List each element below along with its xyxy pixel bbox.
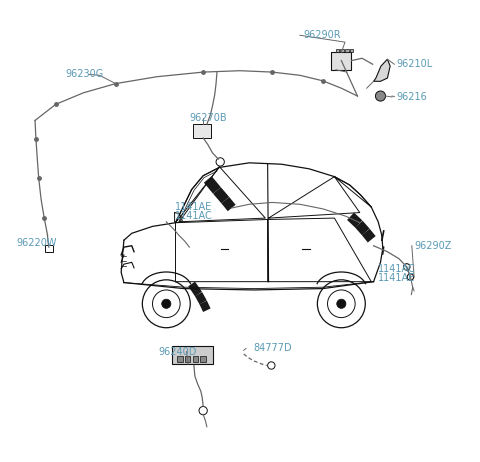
- Polygon shape: [355, 221, 370, 235]
- Circle shape: [337, 299, 346, 308]
- Bar: [172, 346, 213, 364]
- Bar: [200, 356, 206, 362]
- Bar: [331, 52, 351, 70]
- Text: 96230G: 96230G: [65, 69, 103, 79]
- Text: 1141AC: 1141AC: [378, 264, 416, 274]
- Text: 1141AE: 1141AE: [378, 273, 415, 283]
- Text: 96290R: 96290R: [303, 30, 341, 40]
- Polygon shape: [213, 187, 229, 203]
- Polygon shape: [188, 282, 202, 297]
- Text: 96240D: 96240D: [158, 346, 196, 357]
- Bar: [340, 49, 344, 52]
- Bar: [45, 245, 52, 252]
- Bar: [185, 356, 190, 362]
- Polygon shape: [204, 176, 221, 194]
- Polygon shape: [199, 301, 211, 312]
- Polygon shape: [362, 229, 376, 243]
- Text: 96216: 96216: [396, 91, 427, 102]
- Text: 96220W: 96220W: [17, 237, 57, 248]
- Circle shape: [162, 299, 171, 308]
- Bar: [192, 124, 211, 138]
- Polygon shape: [373, 59, 390, 81]
- Bar: [345, 49, 348, 52]
- Bar: [349, 49, 353, 52]
- Polygon shape: [195, 292, 207, 304]
- Text: 96270B: 96270B: [189, 113, 227, 123]
- Polygon shape: [221, 197, 236, 211]
- Text: 96290Z: 96290Z: [414, 241, 452, 251]
- Circle shape: [375, 91, 385, 101]
- Text: 1141AC: 1141AC: [175, 211, 212, 221]
- Text: 84777D: 84777D: [253, 343, 291, 353]
- Bar: [336, 49, 339, 52]
- Bar: [177, 356, 183, 362]
- Text: 96210L: 96210L: [396, 59, 433, 69]
- Text: 1141AE: 1141AE: [175, 202, 212, 212]
- Bar: [192, 356, 198, 362]
- Polygon shape: [347, 213, 362, 228]
